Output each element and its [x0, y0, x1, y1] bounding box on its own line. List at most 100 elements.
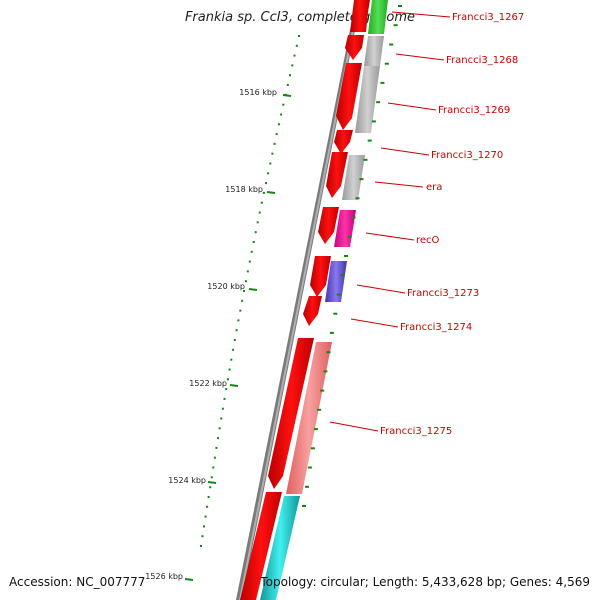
ruler-dot — [232, 348, 235, 351]
gene-label[interactable]: Francci3_1270 — [431, 150, 503, 161]
ruler-dot — [329, 331, 334, 334]
gene-label[interactable]: era — [426, 182, 442, 193]
ruler-dot — [317, 408, 322, 411]
gene-label[interactable]: Francci3_1275 — [380, 426, 452, 437]
ruler-dot — [248, 260, 251, 263]
gene-callout[interactable]: Francci3_1267 — [391, 11, 524, 23]
leader-line — [387, 102, 437, 111]
ruler-dot — [210, 476, 213, 479]
ruler-dot — [239, 309, 242, 312]
ruler-dots — [200, 35, 300, 547]
ruler-dot — [298, 35, 300, 37]
ruler-dot — [351, 216, 356, 219]
ruler-dot — [200, 545, 202, 547]
ruler-dot — [246, 270, 249, 273]
ruler-dot — [393, 24, 398, 27]
ruler-dot — [289, 74, 291, 77]
ruler-label: 1526 kbp — [145, 572, 183, 581]
cds-feature[interactable] — [240, 492, 282, 600]
ruler-dot — [228, 368, 231, 371]
ruler-dot — [310, 447, 315, 450]
ruler-dot — [223, 397, 226, 400]
ruler-dot — [260, 201, 263, 204]
ruler-tick — [248, 288, 258, 291]
gene-label[interactable]: Francci3_1267 — [452, 12, 524, 23]
gene-label[interactable]: Francci3_1268 — [446, 55, 518, 66]
ruler-dot — [269, 162, 272, 165]
gene-label[interactable]: Francci3_1273 — [407, 288, 479, 299]
cds-feature[interactable] — [336, 63, 362, 130]
leader-line — [365, 232, 415, 241]
gene-feature-cyan[interactable] — [260, 496, 300, 600]
gene-feature-era[interactable] — [342, 155, 365, 200]
leader-line — [395, 53, 445, 61]
ruler-dot — [250, 250, 253, 253]
ruler-dot — [367, 139, 372, 142]
gene-feature-francci3-1268[interactable] — [364, 36, 384, 66]
ruler-dot — [347, 235, 352, 238]
leader-line — [350, 318, 399, 328]
ruler-dot — [233, 339, 236, 341]
leader-line — [356, 284, 406, 294]
ruler-dot — [380, 81, 385, 84]
ruler-dot — [280, 113, 283, 116]
gene-callout[interactable]: Francci3_1275 — [329, 421, 452, 437]
ruler-dot — [340, 274, 345, 277]
gene-feature-francci3-1269[interactable] — [355, 66, 380, 133]
ruler-dot — [326, 351, 331, 354]
ruler-dot — [254, 231, 257, 234]
ruler-dot — [302, 505, 306, 507]
gene-feature-reco[interactable] — [334, 210, 356, 247]
ruler-dot — [371, 120, 376, 123]
ruler-dot — [212, 466, 215, 469]
gene-callout[interactable]: Francci3_1269 — [387, 102, 510, 116]
ruler-label: 1520 kbp — [207, 282, 245, 291]
ruler-dot — [282, 103, 285, 106]
cds-feature[interactable] — [303, 296, 322, 326]
ruler-tick — [229, 384, 239, 387]
gene-label[interactable]: Francci3_1274 — [400, 322, 472, 333]
gene-callout[interactable]: Francci3_1274 — [350, 318, 472, 333]
gene-callout[interactable]: Francci3_1270 — [380, 147, 503, 161]
gene-callout[interactable]: era — [374, 181, 442, 193]
gene-feature-francci3-1267[interactable] — [368, 0, 388, 34]
cds-feature[interactable] — [350, 0, 370, 32]
gene-callout[interactable]: recO — [365, 232, 440, 246]
ruler-dot — [320, 389, 325, 392]
gene-label[interactable]: Francci3_1269 — [438, 105, 510, 116]
ruler-tick — [282, 94, 292, 97]
ruler-dot — [398, 5, 402, 7]
cds-feature[interactable] — [310, 256, 331, 297]
gene-callout[interactable]: Francci3_1273 — [356, 284, 479, 299]
gene-feature-francci3-1273[interactable] — [325, 261, 347, 302]
cds-feature[interactable] — [268, 338, 314, 489]
gene-feature-francci3-1275[interactable] — [286, 342, 332, 494]
ruler-label: 1516 kbp — [239, 88, 277, 97]
ruler-dot — [376, 101, 381, 104]
cds-feature[interactable] — [334, 130, 353, 154]
ruler-dot — [203, 525, 205, 528]
ruler-dot — [256, 221, 259, 224]
cds-feature[interactable] — [326, 152, 348, 198]
ruler: 1516 kbp 1518 kbp 1520 kbp 1522 kbp 1524… — [145, 88, 292, 581]
leader-line — [380, 147, 430, 156]
gene-callout[interactable]: Francci3_1268 — [395, 53, 518, 66]
ruler-dot — [286, 84, 289, 86]
ruler-dot — [243, 290, 245, 292]
ruler-dot — [207, 496, 210, 498]
ruler-dot — [265, 182, 267, 185]
gene-label[interactable]: recO — [416, 235, 440, 246]
ruler-dot — [258, 211, 261, 214]
ruler-label: 1518 kbp — [225, 185, 263, 194]
ruler-dot — [230, 358, 233, 361]
ruler-dot — [359, 178, 364, 181]
gene-track — [260, 0, 388, 600]
ruler-dot — [267, 172, 270, 175]
ruler-dot — [355, 197, 360, 200]
ruler-dot — [220, 417, 223, 420]
ruler-dot — [206, 505, 209, 508]
cds-feature[interactable] — [345, 35, 364, 60]
ruler-dot — [241, 299, 244, 302]
ruler-dot — [323, 370, 328, 373]
cds-feature[interactable] — [318, 207, 339, 244]
